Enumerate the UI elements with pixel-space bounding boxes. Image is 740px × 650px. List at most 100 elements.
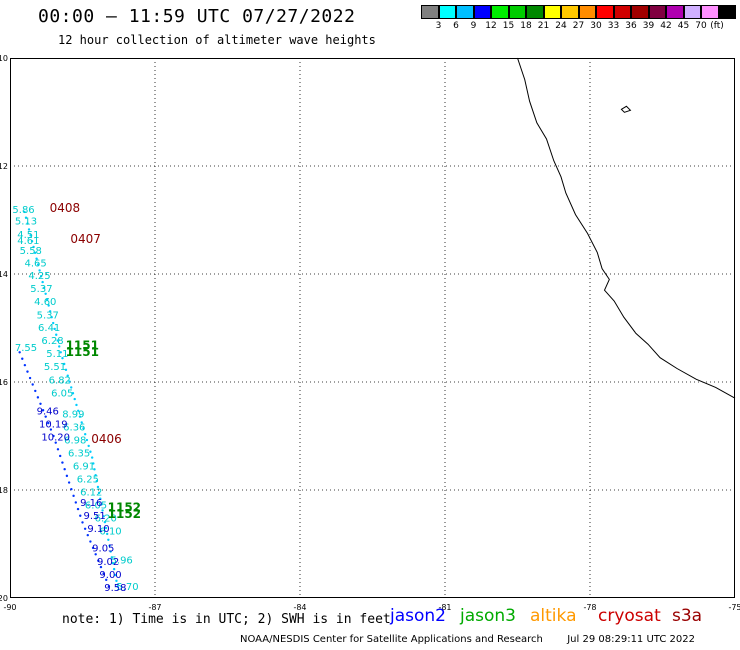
- scale-label: 24: [555, 21, 567, 31]
- track-dot: [107, 538, 110, 541]
- track-dot: [92, 462, 95, 465]
- track-dot: [50, 316, 53, 319]
- track-dot: [73, 397, 76, 401]
- track-dot: [51, 321, 55, 325]
- track-dot: [34, 389, 37, 393]
- track-dot: [94, 474, 97, 477]
- track-dot: [102, 515, 105, 518]
- wave-height-label: 9.02: [97, 557, 119, 568]
- wave-height-label: 8.99: [62, 410, 84, 421]
- track-dot: [77, 409, 80, 412]
- track-dot: [105, 532, 109, 536]
- track-dot: [56, 339, 59, 342]
- scale-label: 39: [642, 21, 655, 31]
- track-dot: [38, 269, 41, 272]
- track-dot: [47, 304, 50, 307]
- scale-swatch: [683, 5, 701, 19]
- track-dot: [94, 553, 97, 556]
- wave-height-label: 5.11: [46, 349, 68, 360]
- wave-height-label: 5.70: [116, 582, 138, 593]
- scale-label: 18: [520, 21, 532, 31]
- track-dot: [99, 497, 102, 500]
- track-dot: [33, 251, 37, 255]
- x-axis-label: -87: [148, 603, 161, 612]
- track-dot: [105, 578, 108, 582]
- footer-text: NOAA/NESDIS Center for Satellite Applica…: [240, 634, 695, 645]
- wave-height-label: 6.91: [73, 461, 95, 472]
- wave-height-label: 5.13: [15, 216, 37, 227]
- track-dot: [86, 533, 89, 537]
- scale-swatch: [701, 5, 719, 19]
- scale-swatch: [491, 5, 509, 19]
- scale-swatch: [421, 5, 439, 19]
- legend-item-jason2: jason2: [390, 606, 446, 626]
- track-dot: [23, 363, 27, 367]
- footer-agency: NOAA/NESDIS Center for Satellite Applica…: [240, 634, 543, 645]
- scale-swatch: [438, 5, 456, 19]
- wave-height-label: 10.20: [41, 432, 70, 443]
- track-dot: [21, 357, 24, 360]
- track-dot: [18, 351, 21, 354]
- track-dot: [99, 565, 103, 569]
- scale-label: 15: [502, 21, 515, 31]
- legend-note: note: 1) Time is in UTC; 2) SWH is in fe…: [62, 612, 391, 627]
- scale-label: 70: [695, 21, 707, 31]
- track-dot: [26, 222, 29, 225]
- cryosat-time-label: 0408: [50, 201, 81, 215]
- track-dot: [54, 441, 57, 444]
- scale-label: 3: [435, 21, 442, 31]
- island-outline: [620, 105, 632, 113]
- wave-height-label: 6.05: [85, 500, 107, 511]
- track-dot: [36, 263, 40, 266]
- x-axis-label: -81: [438, 603, 451, 612]
- track-dot: [68, 380, 71, 383]
- track-dot: [55, 333, 58, 336]
- track-dot: [79, 514, 82, 517]
- track-dot: [81, 521, 84, 524]
- scale-swatch: [613, 5, 631, 19]
- wave-height-label: 9.10: [87, 524, 109, 535]
- track-dot: [56, 448, 60, 451]
- footer-timestamp: Jul 29 08:29:11 UTC 2022: [567, 634, 695, 645]
- track-dot: [67, 481, 71, 484]
- track-dot: [45, 298, 49, 301]
- track-dot: [32, 245, 35, 249]
- track-dot: [63, 362, 66, 366]
- jason3-time-label: 1152: [108, 501, 141, 515]
- track-dot: [66, 374, 69, 377]
- wave-height-label: 4.61: [17, 236, 39, 247]
- wave-height-label: 4.51: [17, 230, 39, 241]
- cryosat-time-label: 0407: [70, 232, 101, 246]
- track-dot: [28, 376, 32, 380]
- track-dot: [97, 559, 100, 562]
- scale-label: 42: [660, 21, 672, 31]
- wave-height-label: 10.19: [39, 419, 68, 430]
- y-axis-label: -12: [0, 162, 8, 171]
- track-dot: [30, 239, 34, 243]
- wave-height-label: 5.37: [30, 284, 52, 295]
- track-dot: [71, 392, 75, 395]
- scale-label: 6: [453, 21, 459, 31]
- map-title: 00:00 – 11:59 UTC 07/27/2022: [38, 6, 356, 27]
- scale-swatch: [596, 5, 614, 19]
- wave-height-label: 9.05: [92, 544, 114, 555]
- wave-height-label: 6.20: [95, 513, 117, 524]
- y-axis-label: -20: [0, 594, 8, 603]
- track-dot: [39, 402, 42, 406]
- track-dot: [52, 434, 55, 438]
- wave-height-label: 4.65: [25, 258, 47, 269]
- track-dot: [70, 487, 73, 491]
- scale-swatch: [508, 5, 526, 19]
- scale-swatch: [718, 5, 736, 19]
- track-dot: [103, 520, 107, 524]
- wave-height-label: 9.00: [99, 570, 121, 581]
- wave-height-label: 6.98: [64, 436, 86, 447]
- x-axis-label: -75: [728, 603, 740, 612]
- wave-height-label: 5.37: [37, 310, 59, 321]
- scale-swatch: [666, 5, 684, 19]
- map-subtitle: 12 hour collection of altimeter wave hei…: [58, 33, 376, 47]
- scale-swatch: [648, 5, 666, 19]
- track-dot: [70, 386, 73, 389]
- track-dot: [101, 509, 104, 512]
- coastline: [517, 57, 736, 399]
